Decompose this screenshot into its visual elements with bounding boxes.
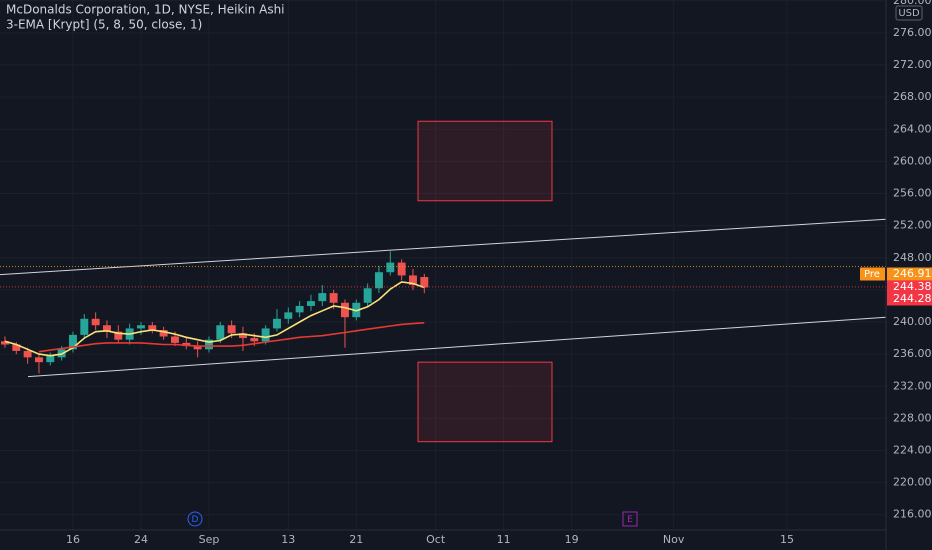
candle-body xyxy=(386,262,395,273)
y-tick-label: 264.00 xyxy=(893,122,932,135)
candle-body xyxy=(397,262,406,276)
candle-body xyxy=(227,325,236,334)
y-tick-label: 224.00 xyxy=(893,444,932,457)
zone-box xyxy=(417,361,553,443)
candle-body xyxy=(273,318,281,329)
candle-body xyxy=(69,334,77,350)
candle-body xyxy=(261,328,270,342)
candle-body xyxy=(103,325,111,332)
trend-line xyxy=(27,316,887,378)
price-tag: Pre xyxy=(864,269,880,280)
y-tick-label: 216.00 xyxy=(893,508,932,521)
trend-line xyxy=(0,218,887,276)
candle-body xyxy=(307,301,315,306)
event-marker xyxy=(622,511,638,527)
ema-line xyxy=(38,322,425,353)
y-tick-label: 240.00 xyxy=(893,315,932,328)
candle-body xyxy=(205,339,213,350)
candle-body xyxy=(420,277,429,288)
y-tick-label: 272.00 xyxy=(893,58,932,71)
y-tick-label: 236.00 xyxy=(893,347,932,360)
x-tick-label: 13 xyxy=(281,533,295,546)
x-tick-label: 24 xyxy=(134,533,148,546)
candle-body xyxy=(239,333,247,339)
candle-body xyxy=(341,302,349,318)
x-tick-label: 19 xyxy=(565,533,579,546)
event-marker xyxy=(187,511,203,527)
price-label: 244.38 xyxy=(893,280,932,293)
indicator-label: 3-EMA [Krypt] (5, 8, 50, close, 1) xyxy=(6,18,202,32)
zone-box xyxy=(417,120,553,202)
candle-body xyxy=(284,312,293,319)
candle-body xyxy=(216,325,225,340)
candle-body xyxy=(148,325,157,331)
candle-body xyxy=(23,350,32,358)
candle-body xyxy=(159,330,168,337)
y-tick-label: 232.00 xyxy=(893,379,932,392)
y-tick-label: 268.00 xyxy=(893,90,932,103)
event-label: E xyxy=(627,515,633,525)
x-tick-label: 15 xyxy=(780,533,794,546)
x-tick-label: 11 xyxy=(497,533,511,546)
x-tick-label: Nov xyxy=(663,533,685,546)
y-tick-label: 256.00 xyxy=(893,187,932,200)
x-tick-label: 21 xyxy=(349,533,363,546)
x-tick-label: Oct xyxy=(426,533,446,546)
candle-body xyxy=(80,318,89,335)
candle-body xyxy=(35,357,43,363)
candle-body xyxy=(171,336,179,343)
y-tick-label: 252.00 xyxy=(893,219,932,232)
y-tick-label: 280.00 xyxy=(893,0,932,7)
candle-body xyxy=(137,325,145,329)
candle-body xyxy=(363,288,372,303)
plot-area xyxy=(0,120,887,443)
candle-body xyxy=(375,272,383,289)
candle-body xyxy=(193,346,202,350)
y-tick-label: 276.00 xyxy=(893,26,932,39)
price-label: 246.91 xyxy=(893,267,932,280)
candle-body xyxy=(114,331,123,340)
price-tag-box xyxy=(860,267,885,281)
y-tick-label: 260.00 xyxy=(893,154,932,167)
candle-body xyxy=(1,341,9,345)
price-label-box xyxy=(887,280,932,294)
event-label: D xyxy=(192,515,199,525)
candle-body xyxy=(46,355,55,363)
candle-body xyxy=(12,344,21,351)
x-tick-label: 16 xyxy=(66,533,80,546)
y-tick-label: 228.00 xyxy=(893,411,932,424)
chart-title: McDonalds Corporation, 1D, NYSE, Heikin … xyxy=(6,3,285,17)
x-tick-label: Sep xyxy=(199,533,220,546)
candle-body xyxy=(409,275,417,286)
candle-body xyxy=(318,293,327,302)
candle-body xyxy=(295,305,304,313)
price-label-box xyxy=(887,267,932,281)
price-label: 244.28 xyxy=(893,292,932,305)
currency-box[interactable] xyxy=(895,5,923,21)
price-label-box xyxy=(887,292,932,306)
currency: USD xyxy=(898,8,920,19)
candle-body xyxy=(329,293,338,303)
candle-body xyxy=(250,338,259,342)
y-tick-label: 248.00 xyxy=(893,251,932,264)
candle-body xyxy=(91,318,100,326)
y-tick-label: 220.00 xyxy=(893,476,932,489)
